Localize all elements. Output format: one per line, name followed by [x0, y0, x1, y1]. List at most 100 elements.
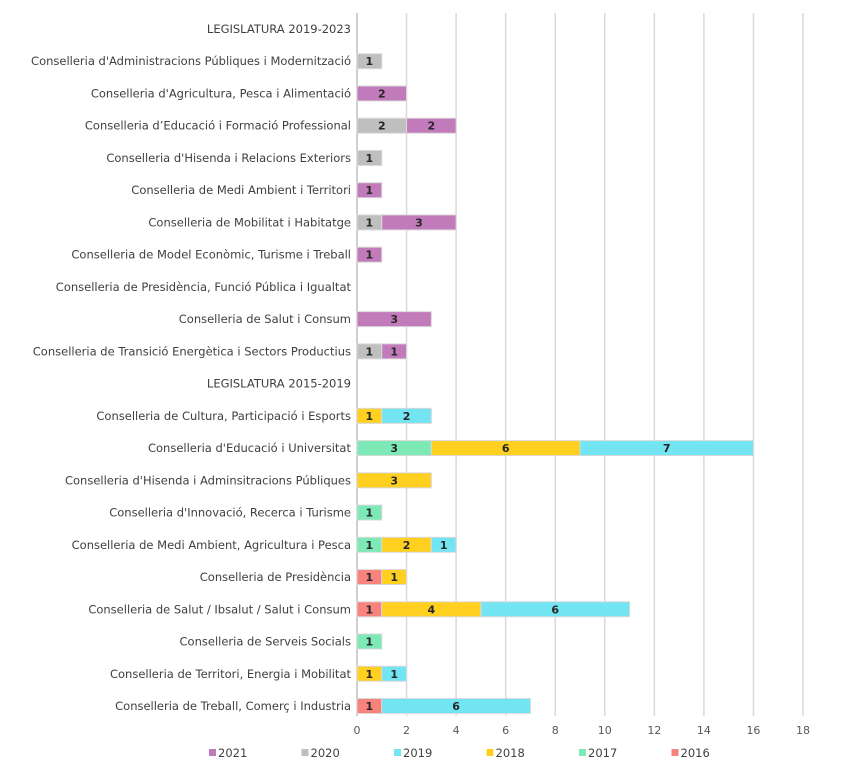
data-label: 3: [415, 216, 423, 229]
data-label: 2: [428, 120, 436, 133]
bar-segment-2021: [381, 343, 408, 360]
data-label: 1: [366, 410, 374, 423]
legend-swatch-2018: [486, 749, 494, 756]
category-label: Conselleria de Medi Ambient, Agricultura…: [72, 538, 351, 552]
x-tick-label: 14: [697, 724, 711, 737]
category-label: Conselleria de Treball, Comerç i Industr…: [115, 699, 351, 713]
data-label: 2: [378, 120, 386, 133]
legend-label-2017: 2017: [588, 746, 617, 760]
bar-segment-2021: [356, 311, 432, 328]
data-label: 6: [452, 700, 460, 713]
x-tick-label: 2: [403, 724, 410, 737]
legend-label-2018: 2018: [496, 746, 525, 760]
bars: 1 2 2 2 1 1 1 3 1 3 1 1 1 2 3 6 7 3 1 1 2 1 1 1 1 4 6 1 1 1 1 6: [356, 53, 754, 714]
category-label: Conselleria d'Hisenda i Adminsitracions …: [65, 473, 351, 487]
x-tick-label: 12: [647, 724, 661, 737]
bar-segment-2019: [480, 601, 631, 618]
category-label: Conselleria de Medi Ambient i Territori: [131, 183, 351, 197]
category-label: LEGISLATURA 2019-2023: [207, 22, 351, 36]
category-label: Conselleria d'Innovació, Recerca i Turis…: [109, 506, 351, 520]
x-tick-label: 6: [502, 724, 509, 737]
data-label: 2: [403, 410, 411, 423]
bar-segment-2019: [381, 407, 432, 424]
data-label: 1: [366, 55, 374, 68]
data-label: 1: [366, 700, 374, 713]
data-label: 1: [366, 539, 374, 552]
category-label: Conselleria de Model Econòmic, Turisme i…: [71, 248, 351, 262]
data-label: 1: [366, 345, 374, 358]
data-label: 1: [366, 507, 374, 520]
data-label: 6: [551, 603, 559, 616]
bar-segment-2019: [430, 536, 457, 553]
category-label: LEGISLATURA 2015-2019: [207, 377, 351, 391]
data-label: 1: [366, 249, 374, 262]
legend-label-2019: 2019: [403, 746, 432, 760]
bar-segment-2020: [356, 149, 383, 166]
legend-label-2016: 2016: [681, 746, 710, 760]
x-axis-ticks: 0 2 4 6 8 10 12 14 16 18: [354, 724, 811, 737]
bar-segment-2019: [579, 440, 754, 457]
x-tick-label: 10: [598, 724, 612, 737]
data-label: 3: [390, 474, 398, 487]
bar-segment-2018: [356, 472, 432, 489]
legend-swatch-2017: [579, 749, 586, 756]
data-label: 1: [366, 152, 374, 165]
data-label: 1: [366, 571, 374, 584]
bar-segment-2017: [356, 633, 383, 650]
data-label: 7: [663, 442, 671, 455]
bar-segment-2020: [356, 53, 383, 70]
data-label: 2: [403, 539, 411, 552]
category-label: Conselleria de Mobilitat i Habitatge: [148, 215, 351, 229]
bar-segment-2021: [406, 117, 457, 134]
bar-segment-2021: [356, 246, 383, 263]
category-label: Conselleria d'Administracions Públiques …: [31, 54, 351, 68]
category-label: Conselleria de Presidència: [200, 570, 351, 584]
category-label: Conselleria de Cultura, Participació i E…: [96, 409, 351, 423]
data-label: 1: [366, 603, 374, 616]
category-label: Conselleria de Salut / Ibsalut / Salut i…: [88, 602, 351, 616]
bar-segment-2019: [381, 698, 531, 714]
bar-segment-2021: [356, 182, 383, 199]
data-label: 6: [502, 442, 510, 455]
data-label: 3: [390, 442, 398, 455]
category-label: Conselleria de Presidència, Funció Públi…: [56, 280, 352, 294]
data-label: 4: [428, 603, 436, 616]
data-label: 1: [366, 184, 374, 197]
bar-segment-2021: [381, 214, 457, 231]
x-tick-label: 18: [796, 724, 810, 737]
data-label: 3: [390, 313, 398, 326]
data-label: 1: [390, 668, 398, 681]
data-label: 1: [440, 539, 448, 552]
category-label: Conselleria de Serveis Socials: [180, 635, 351, 649]
category-labels: LEGISLATURA 2019-2023 Conselleria d'Admin…: [31, 22, 351, 713]
category-label: Conselleria de Transició Energètica i Se…: [33, 344, 351, 358]
legend-swatch-2021: [209, 749, 216, 756]
legend-label-2020: 2020: [311, 746, 340, 760]
data-label: 1: [366, 216, 374, 229]
data-label: 1: [390, 571, 398, 584]
bar-segment-2018: [381, 569, 408, 586]
legend-swatch-2019: [394, 749, 401, 756]
data-label: 1: [366, 636, 374, 649]
bar-segment-2017: [356, 504, 383, 521]
x-tick-label: 0: [354, 724, 361, 737]
data-label: 2: [378, 87, 386, 100]
category-label: Conselleria d’Educació i Formació Profes…: [85, 119, 351, 133]
x-tick-label: 4: [453, 724, 460, 737]
category-label: Conselleria d'Educació i Universitat: [148, 441, 352, 455]
bar-segment-2021: [356, 85, 408, 102]
data-label: 1: [366, 668, 374, 681]
category-label: Conselleria d'Hisenda i Relacions Exteri…: [106, 151, 351, 165]
bar-segment-2019: [381, 665, 408, 682]
x-tick-label: 8: [552, 724, 559, 737]
legend-label-2021: 2021: [218, 746, 247, 760]
legend: 2021 2020 2019 2018 2017 2016: [209, 746, 710, 760]
category-label: Conselleria d'Agricultura, Pesca i Alime…: [91, 86, 351, 100]
x-tick-label: 16: [746, 724, 760, 737]
category-label: Conselleria de Salut i Consum: [179, 312, 351, 326]
legend-swatch-2020: [301, 749, 309, 756]
legend-swatch-2016: [671, 749, 679, 756]
category-label: Conselleria de Territori, Energia i Mobi…: [110, 667, 352, 681]
data-label: 1: [390, 345, 398, 358]
